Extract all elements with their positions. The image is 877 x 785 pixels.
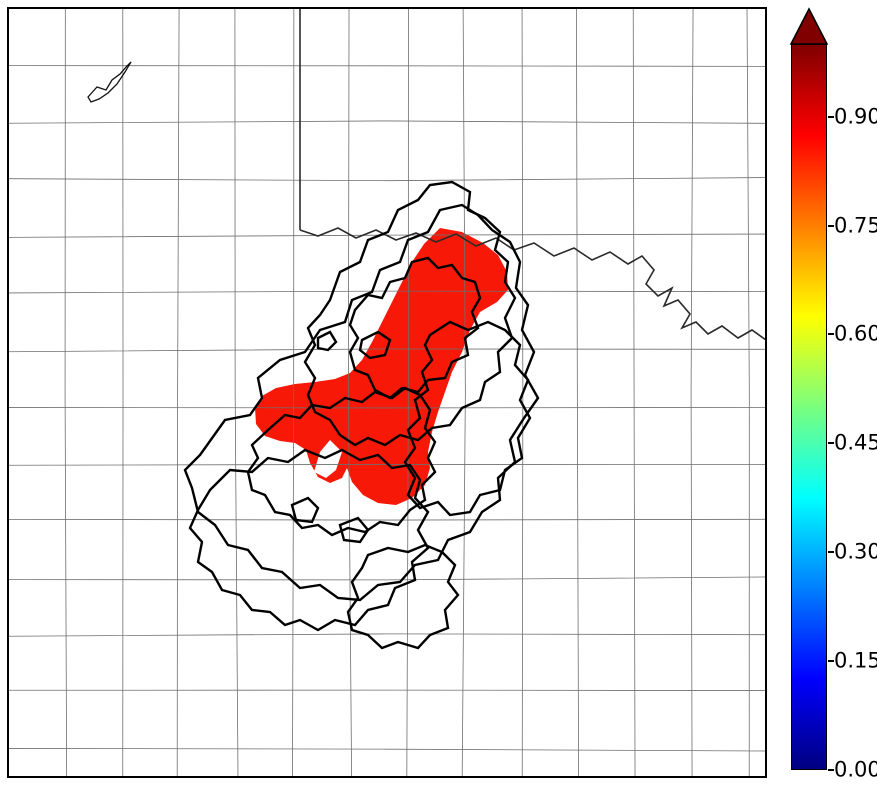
county-boundary-line — [292, 7, 295, 778]
ensemble-outline-contour — [188, 448, 430, 632]
colorbar-tick-mark — [828, 769, 834, 771]
county-boundary-line — [234, 7, 239, 778]
colorbar-tick-mark — [828, 115, 834, 118]
colorbar-tick-mark — [828, 442, 834, 445]
county-boundary-line — [576, 7, 579, 778]
colorbar — [791, 44, 827, 770]
colorbar-tick-label: 0.00 — [834, 757, 877, 782]
county-boundary-line — [7, 406, 767, 409]
county-boundary-line — [690, 7, 694, 778]
county-boundary-line — [348, 7, 352, 778]
county-boundary-line — [176, 7, 180, 778]
county-boundary-line — [7, 633, 767, 637]
lake-outline — [87, 61, 132, 103]
ensemble-outline-contour — [338, 516, 370, 544]
ensemble-outline-contour — [183, 203, 540, 602]
ensemble-outline-contour — [246, 386, 437, 537]
probability-region-hole — [314, 440, 342, 478]
ensemble-outline-contour — [290, 496, 320, 524]
colorbar-tick-label: 0.45 — [834, 430, 877, 455]
colorbar-tick-label: 0.15 — [834, 648, 877, 673]
colorbar-tick-mark — [828, 224, 834, 227]
county-boundary-line — [406, 7, 409, 778]
county-boundary-line — [461, 7, 466, 778]
county-boundary-line — [7, 177, 767, 182]
map-frame — [7, 7, 767, 778]
county-boundary-line — [746, 7, 750, 778]
county-boundary-line — [7, 290, 767, 294]
ensemble-outline-contour — [303, 180, 517, 447]
colorbar-tick-label: 0.60 — [834, 321, 877, 346]
colorbar-extend-arrow — [789, 7, 829, 45]
county-boundary-line — [632, 7, 636, 778]
ensemble-outline-contour — [346, 543, 460, 650]
county-boundary-line — [7, 518, 767, 521]
colorbar-tick-mark — [828, 660, 834, 663]
colorbar-arrow-triangle — [789, 7, 829, 45]
county-boundary-line — [64, 7, 68, 778]
county-boundary-line — [7, 65, 767, 67]
colorbar-tick-label: 0.90 — [834, 104, 877, 129]
colorbar-tick-label: 0.30 — [834, 539, 877, 564]
probability-filled-region — [255, 228, 508, 505]
ensemble-outline-contour — [348, 256, 482, 400]
river-line — [299, 227, 767, 341]
county-boundary-line — [7, 748, 767, 752]
colorbar-tick-label: 0.75 — [834, 213, 877, 237]
ensemble-outline-contour — [358, 330, 392, 360]
colorbar-tick-mark — [828, 333, 834, 336]
county-boundary-line — [7, 576, 767, 581]
colorbar-tick-mark — [828, 551, 834, 554]
ensemble-outline-contour — [403, 320, 532, 517]
county-boundary-line — [7, 120, 767, 124]
ensemble-outline-contour — [316, 330, 338, 352]
